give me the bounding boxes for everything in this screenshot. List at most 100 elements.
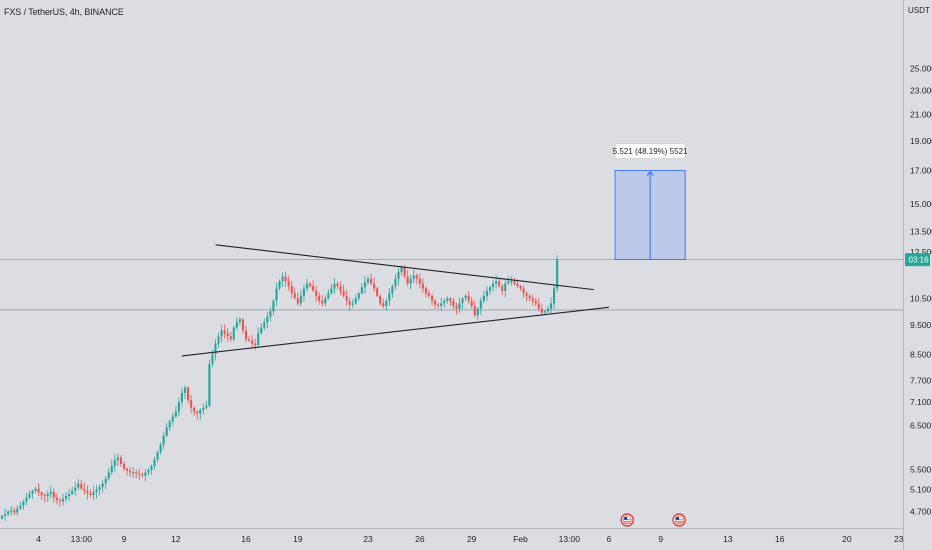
candle <box>129 466 132 477</box>
candle <box>4 508 7 521</box>
candle-body <box>40 492 43 495</box>
candle-body <box>147 469 150 473</box>
candle-body <box>150 465 153 470</box>
candle <box>278 279 281 291</box>
candle-body <box>28 493 31 498</box>
candle-body <box>479 300 482 309</box>
candle <box>504 280 507 298</box>
candle-body <box>446 298 449 301</box>
candle-body <box>202 407 205 410</box>
time-tick-label: 26 <box>415 534 425 544</box>
candle <box>116 453 119 466</box>
candle <box>98 484 101 496</box>
candle-body <box>376 288 379 296</box>
candle <box>13 507 16 516</box>
measure-arrowhead <box>646 170 654 176</box>
price-tick-label: 7.100 <box>910 397 932 407</box>
candle-body <box>37 488 40 493</box>
candle-body <box>266 316 269 323</box>
candle <box>168 419 171 432</box>
candle-body <box>257 333 260 346</box>
price-tick-label: 10.500 <box>910 293 932 303</box>
candle-body <box>501 285 504 291</box>
candle-body <box>196 411 199 414</box>
candle-body <box>290 285 293 294</box>
candle-body <box>495 281 498 284</box>
candle-body <box>394 278 397 286</box>
candle <box>284 271 287 288</box>
candle-body <box>379 295 382 304</box>
trendline-upper[interactable] <box>215 244 594 291</box>
candle-body <box>13 510 16 513</box>
candle-body <box>10 510 13 512</box>
event-markers[interactable] <box>620 513 686 527</box>
candle-body <box>470 300 473 306</box>
candle <box>318 292 321 305</box>
candle <box>183 385 187 399</box>
candle <box>315 285 318 303</box>
us-flag-event-icon[interactable] <box>672 513 686 527</box>
candle-body <box>269 311 272 317</box>
candle <box>501 283 504 296</box>
candle-body <box>129 470 132 473</box>
candle <box>345 289 348 306</box>
candle <box>455 302 458 315</box>
candle <box>299 289 302 307</box>
candle-body <box>464 295 467 299</box>
candle <box>55 493 58 505</box>
candle <box>324 295 327 307</box>
candle-body <box>107 472 110 479</box>
candle <box>388 288 391 306</box>
candle-body <box>412 275 415 279</box>
us-flag-event-icon[interactable] <box>620 513 634 527</box>
candle-body <box>409 278 412 284</box>
candle-body <box>193 407 196 412</box>
trendlines[interactable] <box>181 244 610 357</box>
candle <box>354 294 357 305</box>
candle-body <box>351 303 354 305</box>
candle <box>464 294 467 301</box>
candle-body <box>315 290 318 296</box>
time-axis[interactable]: 4 13:00 9 12 16 19 23 26 29 Feb 13:00 6 9 13 16 20 23 <box>36 534 903 544</box>
candle <box>101 480 104 493</box>
candle-body <box>299 295 302 304</box>
candle-body <box>241 319 244 331</box>
time-tick-label: 9 <box>122 534 127 544</box>
candle-body <box>342 290 345 296</box>
candle <box>113 454 116 472</box>
candle <box>513 277 516 286</box>
trendline-lower[interactable] <box>181 306 610 357</box>
currency-label: USDT <box>908 6 930 15</box>
candle-body <box>498 281 501 286</box>
candle-body <box>406 276 409 284</box>
time-tick-label: 19 <box>293 534 303 544</box>
candle <box>37 483 40 497</box>
candle <box>95 484 98 499</box>
candle-body <box>162 435 165 445</box>
candle-body <box>336 283 339 286</box>
candle-body <box>251 340 254 344</box>
candle-body <box>488 287 492 291</box>
candle <box>330 283 333 295</box>
candle-body <box>327 293 330 299</box>
candle-body <box>397 271 400 279</box>
price-tick-label: 9.500 <box>910 320 932 330</box>
candle-body <box>141 474 144 476</box>
price-axis[interactable]: USDT 25.000 23.000 21.000 19.000 17.000 15.00… <box>908 6 932 516</box>
candle <box>379 294 382 306</box>
candle-body <box>528 295 531 299</box>
measure-label: 5.521 (48.19%) 5521 <box>613 147 688 156</box>
candle <box>449 296 452 307</box>
candle <box>263 318 266 331</box>
candle-body <box>330 288 333 294</box>
measure-tool[interactable]: 5.521 (48.19%) 5521 <box>613 143 688 261</box>
candle <box>126 467 129 476</box>
candle <box>351 299 354 308</box>
candle-body <box>208 363 211 406</box>
candle-body <box>333 283 336 289</box>
symbol-title: FXS / TetherUS, 4h, BINANCE <box>4 7 124 17</box>
current-price-tag: 03:16 <box>905 253 930 267</box>
candle-body <box>467 295 470 301</box>
candle-body <box>122 464 126 469</box>
